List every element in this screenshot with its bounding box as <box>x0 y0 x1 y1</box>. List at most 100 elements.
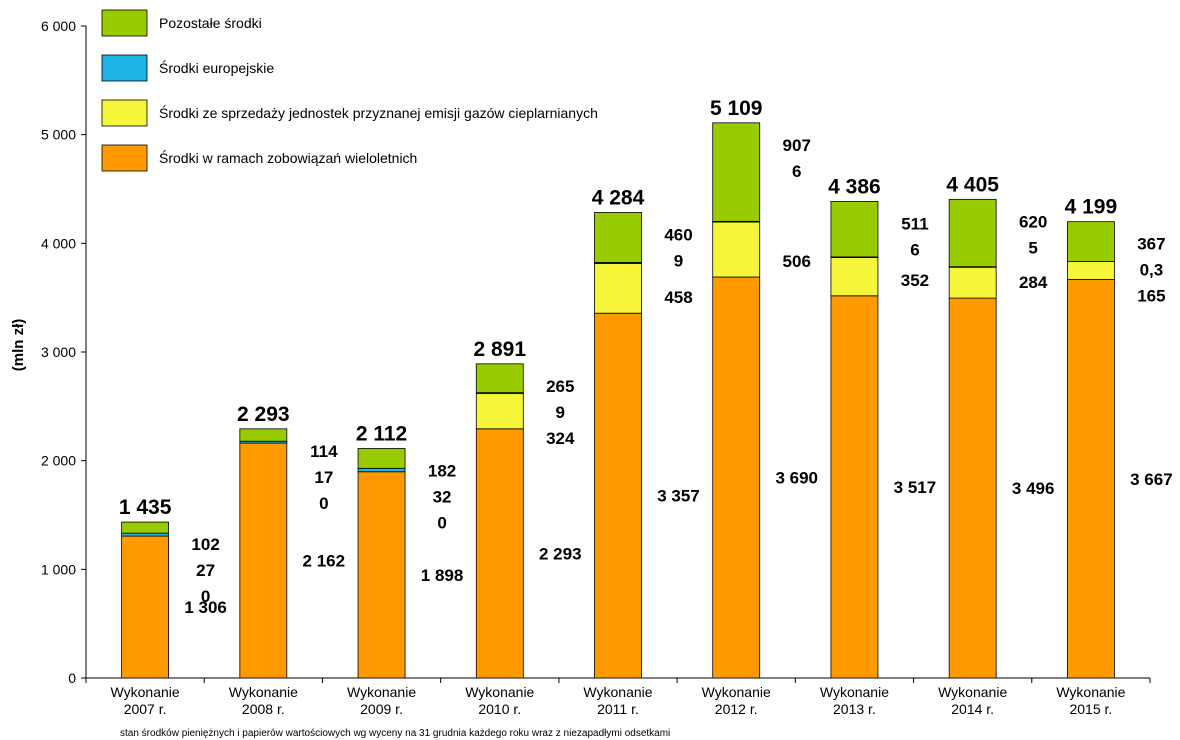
bar-segment <box>475 393 524 430</box>
segment-value-label: 3 517 <box>894 478 937 497</box>
bar-total-label: 5 109 <box>710 97 763 120</box>
x-tick-label: Wykonanie 2007 r. <box>111 684 180 717</box>
segment-value-label: 458 <box>664 288 692 307</box>
x-tick-label: Wykonanie 2008 r. <box>229 684 298 717</box>
segment-value-label: 9 <box>674 251 683 270</box>
x-tick-label: Wykonanie 2010 r. <box>465 684 534 717</box>
x-tick-label: Wykonanie 2013 r. <box>820 684 889 717</box>
segment-value-label: 2 293 <box>539 544 582 563</box>
segment-value-label: 352 <box>901 271 929 290</box>
segment-value-label: 27 <box>196 561 215 580</box>
bar-segment <box>830 200 879 258</box>
segment-value-label: 32 <box>433 487 452 506</box>
bar-segment <box>712 221 761 278</box>
bar-segment <box>594 312 642 679</box>
bar-total-label: 1 435 <box>119 496 172 519</box>
total-labels: 1 435 2 293 2 112 2 891 4 284 5 109 4 386 4 405… <box>119 97 1117 519</box>
bar-segment <box>1066 261 1115 280</box>
segment-value-label: 620 <box>1019 212 1047 231</box>
y-tick-label: 4 000 <box>41 235 76 251</box>
bar-segment <box>948 266 997 299</box>
segment-value-label: 165 <box>1137 287 1165 306</box>
segment-value-label: 0 <box>437 513 446 532</box>
bar-segment <box>594 212 642 263</box>
segment-value-label: 506 <box>783 252 811 271</box>
bar-total-label: 2 891 <box>473 338 526 361</box>
bar-segment <box>948 297 997 679</box>
bar-segment <box>121 535 170 679</box>
bar-total-label: 2 293 <box>237 403 290 426</box>
bar-segment <box>357 467 406 473</box>
segment-value-label: 284 <box>1019 273 1048 292</box>
x-tick-label: Wykonanie 2014 r. <box>938 684 1007 717</box>
legend-swatch <box>101 99 148 127</box>
legend-label: Środki w ramach zobowiązań wieloletnich <box>159 149 417 166</box>
segment-value-label: 9 <box>556 403 565 422</box>
y-tick-label: 2 000 <box>41 453 76 469</box>
y-tick-label: 0 <box>68 670 76 686</box>
x-tick-label: Wykonanie 2009 r. <box>347 684 416 717</box>
bar-segment <box>830 257 879 297</box>
bar-segment <box>121 532 170 537</box>
legend-swatch <box>101 144 148 172</box>
legend-label: Środki europejskie <box>159 59 274 76</box>
segment-value-label: 0 <box>201 587 210 606</box>
segment-value-label: 1 898 <box>421 566 464 585</box>
bar-segment <box>475 363 524 394</box>
segment-value-label: 3 667 <box>1130 470 1173 489</box>
segment-value-label: 3 496 <box>1012 479 1055 498</box>
y-tick-label: 6 000 <box>41 18 76 34</box>
bar-segment <box>830 295 879 679</box>
bar-segment <box>948 198 997 268</box>
bar-segment <box>239 442 288 679</box>
segment-value-label: 114 <box>310 442 338 461</box>
legend-label: Środki ze sprzedaży jednostek przyznanej… <box>159 104 598 121</box>
segment-value-label: 367 <box>1137 235 1165 254</box>
segment-value-label: 17 <box>314 468 333 487</box>
segment-value-label: 3 357 <box>657 487 700 506</box>
bar-segment <box>239 428 288 442</box>
bar-total-label: 2 112 <box>356 422 407 445</box>
segment-value-label: 102 <box>191 535 219 554</box>
segment-value-label: 0 <box>319 494 328 513</box>
y-tick-label: 1 000 <box>41 561 76 577</box>
segment-value-label: 1 306 <box>184 598 227 617</box>
segment-value-label: 324 <box>546 429 575 448</box>
segment-value-label: 6 <box>792 162 801 181</box>
y-axis-label: (mln zł) <box>10 319 27 372</box>
footnote: stan środków pieniężnych i papierów wart… <box>120 728 670 739</box>
segment-value-label: 0,3 <box>1140 261 1164 280</box>
bar-segment <box>121 521 170 534</box>
bar-total-label: 4 199 <box>1065 196 1118 219</box>
segment-value-label: 3 690 <box>775 469 818 488</box>
bar-total-label: 4 284 <box>592 186 645 209</box>
bar-total-label: 4 386 <box>828 175 881 198</box>
segment-value-label: 460 <box>664 225 692 244</box>
bar-segment <box>712 122 761 222</box>
bar-segment <box>594 263 642 314</box>
bar-segment <box>357 448 406 469</box>
legend-swatch <box>101 54 148 82</box>
bar-segment <box>357 471 406 679</box>
bar-segment <box>1066 279 1115 679</box>
segment-value-label: 182 <box>428 461 456 480</box>
segment-value-label: 265 <box>546 377 574 396</box>
segment-value-label: 907 <box>783 136 811 155</box>
segment-value-label: 511 <box>901 214 928 233</box>
bar-segment <box>1066 221 1115 262</box>
segment-labels: 1 306 102 27 0 2 162 114 17 0 1 898 182 32 0 2 293 26… <box>184 136 1172 617</box>
legend: Pozostałe środki Środki europejskie Środki… <box>101 9 598 172</box>
y-tick-label: 3 000 <box>41 344 76 360</box>
x-tick-label: Wykonanie 2012 r. <box>702 684 771 717</box>
x-tick-label: Wykonanie 2011 r. <box>583 684 652 717</box>
legend-swatch <box>101 9 148 37</box>
legend-label: Pozostałe środki <box>159 15 262 31</box>
bar-segment <box>475 428 524 679</box>
bar-segment <box>712 276 761 679</box>
x-tick-label: Wykonanie 2015 r. <box>1056 684 1125 717</box>
segment-value-label: 2 162 <box>303 552 346 571</box>
bar-total-label: 4 405 <box>946 173 999 196</box>
bars <box>121 122 1115 679</box>
